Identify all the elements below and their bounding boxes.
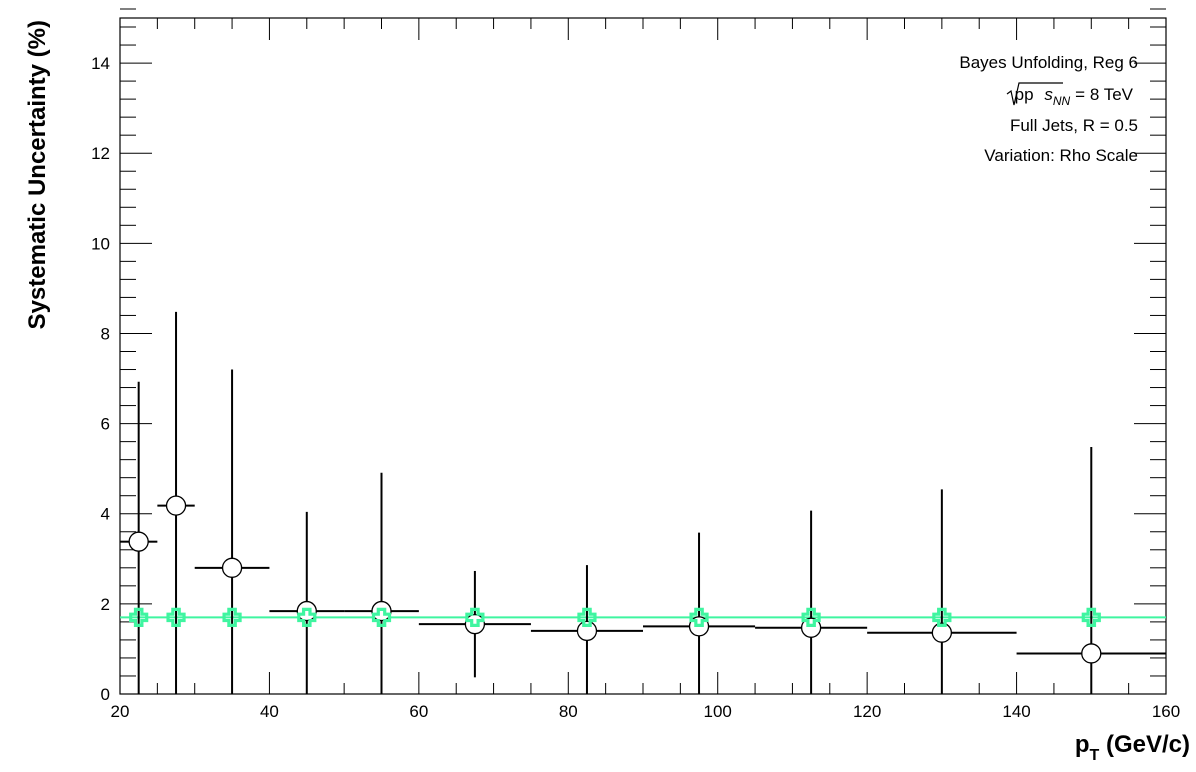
data-point <box>120 381 158 694</box>
open-cross-marker <box>465 607 485 627</box>
open-circle-marker <box>128 531 149 552</box>
data-point <box>418 570 531 678</box>
sqrt-sign <box>1006 82 1063 106</box>
annotation-line-0: Bayes Unfolding, Reg 6 <box>959 53 1138 72</box>
open-cross-marker <box>1081 607 1101 627</box>
x-tick-label: 80 <box>559 702 578 721</box>
y-tick-label: 2 <box>101 595 110 614</box>
x-axis-title-main: p <box>1075 731 1090 758</box>
energy-suffix: = 8 TeV <box>1075 85 1133 104</box>
open-cross-marker <box>222 607 242 627</box>
open-cross-marker <box>577 607 597 627</box>
data-point <box>194 369 270 694</box>
annotation-line-1: Full Jets, R = 0.5 <box>1010 116 1138 135</box>
open-circle-marker <box>165 495 187 516</box>
energy-prefix: pp <box>1015 85 1034 104</box>
x-tick-label: 20 <box>111 702 130 721</box>
series-open-cross <box>129 607 1101 627</box>
tick-labels: 20 40 60 80 100 120 140 160 0 2 4 6 8 10 12 14 <box>91 54 1180 721</box>
data-point <box>344 472 419 694</box>
y-axis-title: Systematic Uncertainty (%) <box>24 20 51 329</box>
x-axis-title-subscript: T <box>1090 747 1100 764</box>
x-tick-label: 160 <box>1152 702 1180 721</box>
y-tick-label: 12 <box>91 144 110 163</box>
x-tick-label: 40 <box>260 702 279 721</box>
data-point <box>269 511 345 694</box>
x-tick-label: 140 <box>1002 702 1030 721</box>
open-cross-marker <box>129 607 149 627</box>
y-tick-label: 6 <box>101 415 110 434</box>
axis-ticks <box>119 8 1167 695</box>
svg-text:pp sNN= 8 TeV: pp sNN = 8 TeV <box>1015 85 1134 108</box>
x-axis-title: pT (GeV/c) <box>1075 731 1190 764</box>
open-cross-marker <box>689 607 709 627</box>
open-circle-marker <box>221 557 243 578</box>
energy-gap <box>1034 85 1039 104</box>
data-point <box>867 489 1017 694</box>
open-cross-marker <box>371 607 392 627</box>
y-tick-label: 8 <box>101 324 110 343</box>
x-tick-label: 60 <box>409 702 428 721</box>
data-point <box>1016 447 1166 694</box>
open-circle-marker <box>1081 643 1102 664</box>
x-tick-label: 100 <box>704 702 732 721</box>
data-point <box>157 311 195 694</box>
open-circle-marker <box>371 600 392 622</box>
y-tick-label: 10 <box>91 234 110 253</box>
x-axis-title-units: (GeV/c) <box>1099 731 1190 758</box>
x-tick-label: 120 <box>853 702 881 721</box>
open-cross-marker <box>297 607 317 627</box>
y-tick-label: 14 <box>91 54 110 73</box>
open-cross-marker <box>166 607 186 627</box>
annotation-line-2: Variation: Rho Scale <box>984 146 1138 165</box>
energy-sqrt-sub: NN <box>1053 94 1071 108</box>
y-tick-label: 4 <box>101 505 110 524</box>
open-cross-marker <box>801 607 821 627</box>
y-tick-label: 0 <box>101 685 110 704</box>
energy-sqrt-s: s <box>1044 85 1053 104</box>
open-circle-marker <box>296 600 317 622</box>
energy-label: pp sNN = 8 TeV <box>1006 82 1134 108</box>
open-circle-marker <box>931 622 953 643</box>
open-cross-marker <box>932 607 952 627</box>
